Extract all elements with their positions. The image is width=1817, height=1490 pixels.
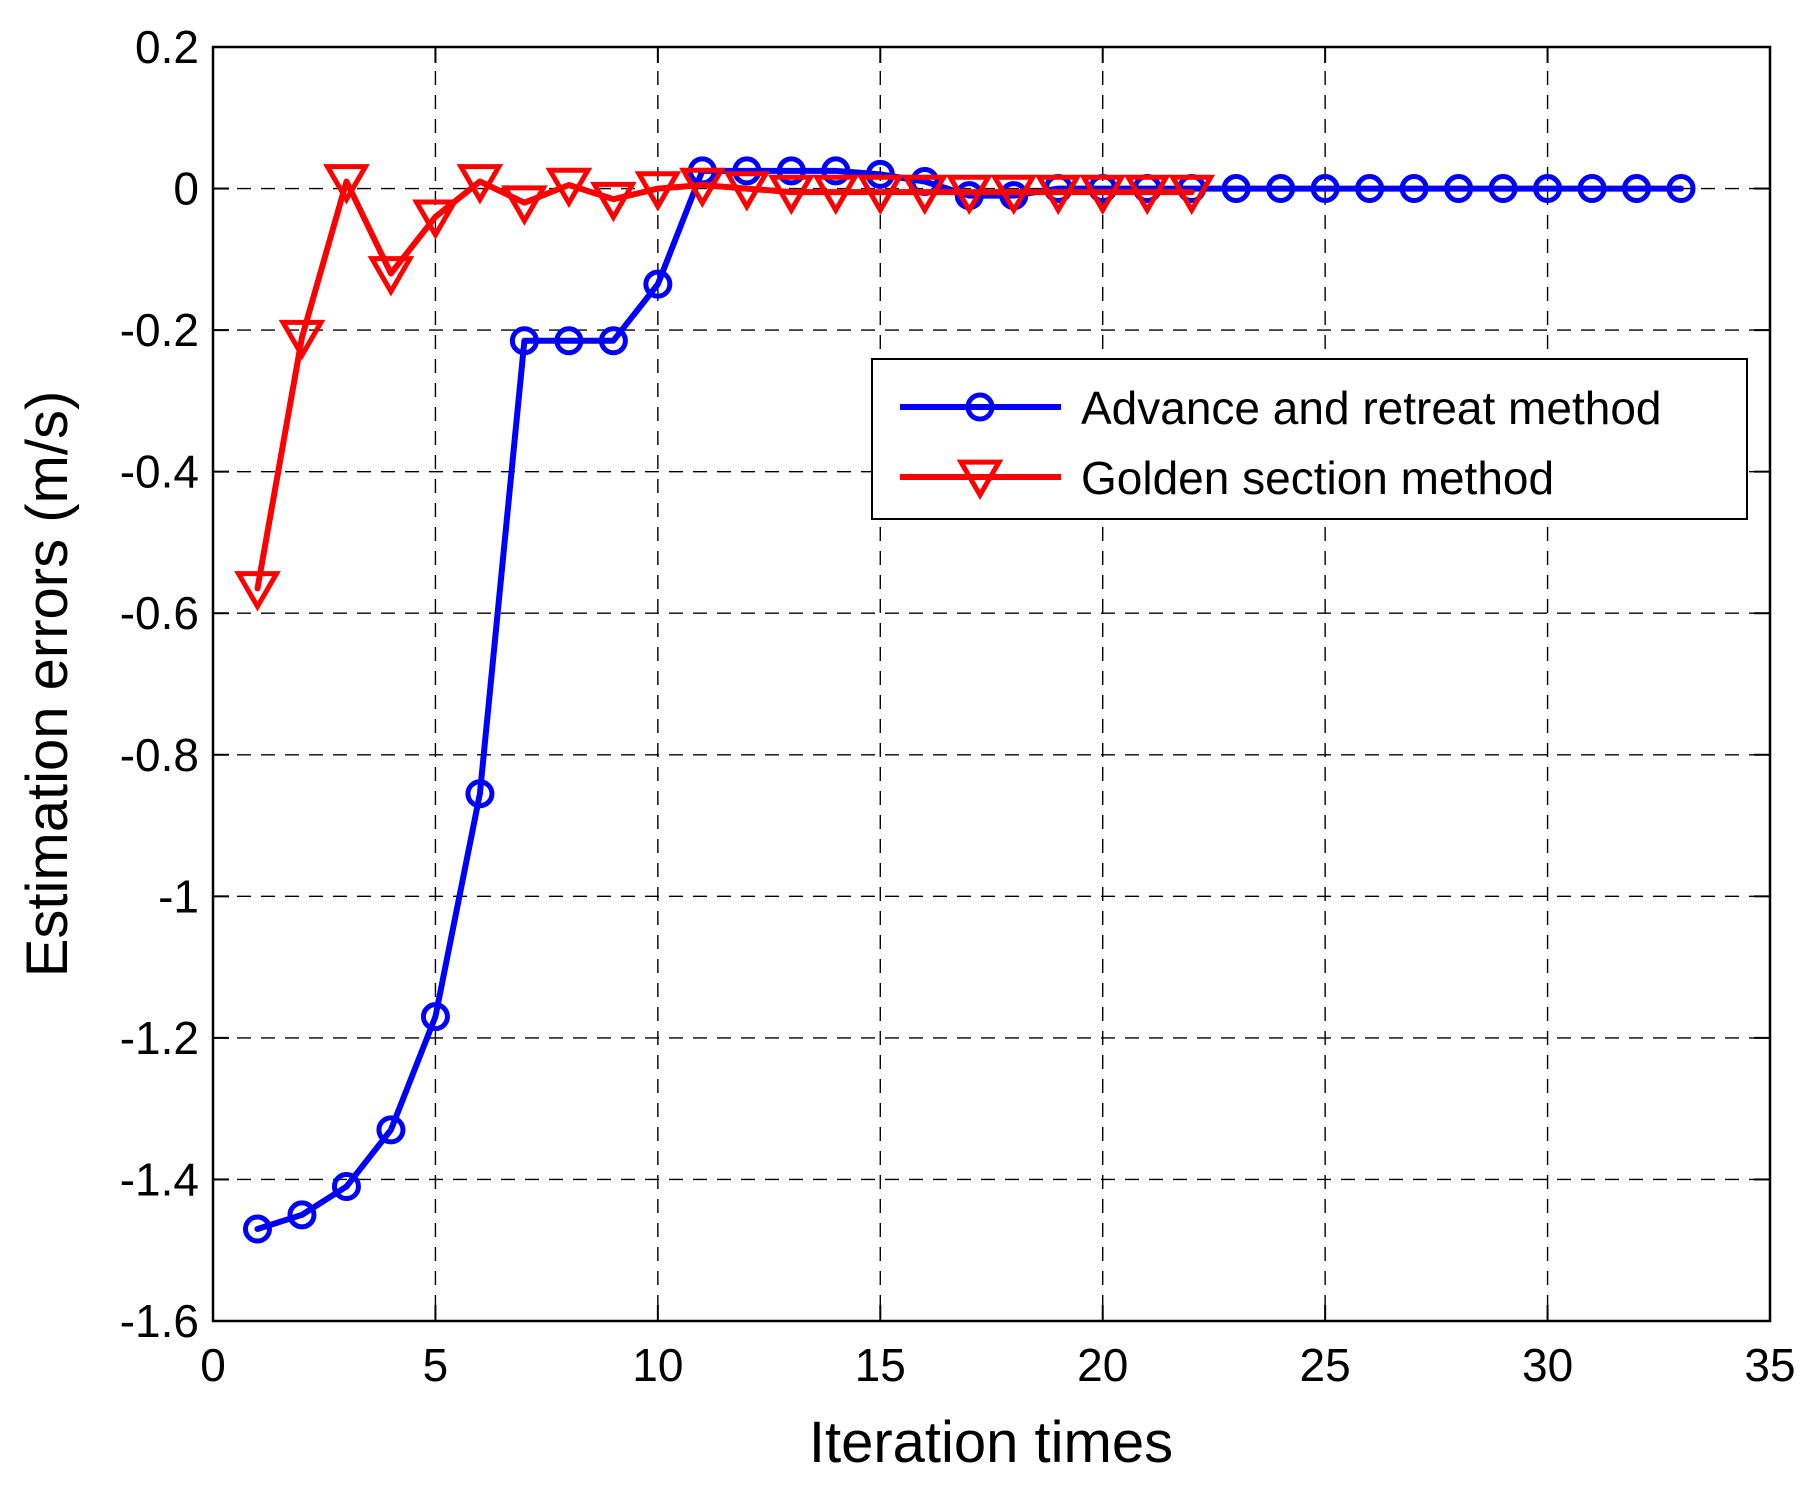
data-point bbox=[634, 171, 682, 212]
legend-sample-golden-section bbox=[900, 459, 1061, 501]
data-point bbox=[1577, 174, 1607, 204]
y-tick-label: -1 bbox=[158, 870, 199, 922]
legend-box bbox=[871, 358, 1748, 520]
data-point bbox=[990, 174, 1038, 216]
data-point bbox=[554, 326, 584, 356]
data-point bbox=[465, 779, 495, 809]
data-point bbox=[1079, 174, 1127, 216]
x-tick-label: 20 bbox=[1077, 1339, 1128, 1391]
series-golden-section bbox=[234, 164, 1216, 612]
data-point bbox=[1123, 174, 1171, 216]
data-point bbox=[643, 269, 673, 299]
data-point bbox=[732, 156, 762, 186]
data-point bbox=[901, 174, 949, 216]
data-point bbox=[590, 181, 637, 223]
tick-labels: 0 5 10 15 20 25 30 35 0.2 0 -0.2 -0.4 -0.6 -0.8 -1 -1.2… bbox=[120, 21, 1796, 1391]
data-point bbox=[323, 164, 370, 205]
data-point bbox=[1221, 174, 1251, 204]
data-point bbox=[767, 174, 815, 216]
legend-marker bbox=[965, 392, 995, 422]
y-tick-label: -0.2 bbox=[120, 304, 199, 356]
data-point bbox=[278, 319, 326, 361]
data-point bbox=[776, 156, 806, 186]
x-tick-label: 10 bbox=[632, 1339, 683, 1391]
legend-label-advance-retreat: Advance and retreat method bbox=[1081, 382, 1661, 434]
data-point bbox=[1355, 174, 1385, 204]
data-point bbox=[1034, 174, 1082, 216]
data-point bbox=[679, 167, 726, 209]
y-tick-label: -1.2 bbox=[120, 1012, 199, 1064]
data-point bbox=[1310, 174, 1340, 204]
data-point bbox=[1444, 174, 1474, 204]
data-point bbox=[242, 1214, 272, 1244]
data-point bbox=[367, 256, 415, 297]
data-point bbox=[865, 159, 895, 189]
plot-background bbox=[213, 47, 1770, 1321]
y-tick-label: -0.6 bbox=[120, 587, 199, 639]
y-axis-title: Estimation errors (m/s) bbox=[15, 391, 80, 978]
x-tick-label: 25 bbox=[1300, 1339, 1351, 1391]
y-tick-label: 0.2 bbox=[135, 21, 199, 73]
series-line bbox=[254, 178, 1195, 592]
data-series bbox=[234, 156, 1696, 1244]
data-point bbox=[945, 174, 993, 216]
data-point bbox=[287, 1200, 317, 1230]
data-point bbox=[856, 174, 904, 216]
data-point bbox=[598, 326, 628, 356]
data-point bbox=[1622, 174, 1652, 204]
x-tick-label: 35 bbox=[1744, 1339, 1795, 1391]
y-tick-label: 0 bbox=[173, 163, 199, 215]
data-point bbox=[420, 1002, 450, 1032]
data-point bbox=[234, 571, 281, 612]
y-tick-label: -1.6 bbox=[120, 1295, 199, 1347]
data-point bbox=[456, 164, 504, 205]
data-point bbox=[723, 171, 771, 212]
legend-sample-advance-retreat bbox=[900, 392, 1061, 422]
data-point bbox=[545, 167, 593, 209]
data-point bbox=[509, 326, 539, 356]
data-point bbox=[376, 1115, 406, 1145]
data-point bbox=[501, 185, 548, 226]
y-tick-label: -0.8 bbox=[120, 729, 199, 781]
data-point bbox=[1666, 174, 1696, 204]
x-tick-label: 5 bbox=[423, 1339, 449, 1391]
data-point bbox=[812, 174, 860, 216]
x-tick-label: 0 bbox=[200, 1339, 226, 1391]
series-line bbox=[254, 167, 1684, 1232]
y-tick-label: -0.4 bbox=[120, 446, 199, 498]
x-axis-title: Iteration times bbox=[809, 1410, 1173, 1475]
legend-label-golden-section: Golden section method bbox=[1081, 452, 1554, 504]
legend-marker bbox=[956, 459, 1004, 501]
x-tick-label: 30 bbox=[1522, 1339, 1573, 1391]
data-point bbox=[1533, 174, 1563, 204]
legend: Advance and retreat method Golden sectio… bbox=[871, 358, 1748, 520]
data-point bbox=[412, 199, 459, 240]
data-point bbox=[1488, 174, 1518, 204]
y-tick-label: -1.4 bbox=[120, 1153, 199, 1205]
data-point bbox=[1399, 174, 1429, 204]
x-tick-label: 15 bbox=[855, 1339, 906, 1391]
plot-frame bbox=[211, 45, 1772, 1323]
data-point bbox=[1266, 174, 1296, 204]
data-point bbox=[331, 1172, 361, 1202]
data-point bbox=[821, 156, 851, 186]
data-point bbox=[1168, 174, 1216, 216]
